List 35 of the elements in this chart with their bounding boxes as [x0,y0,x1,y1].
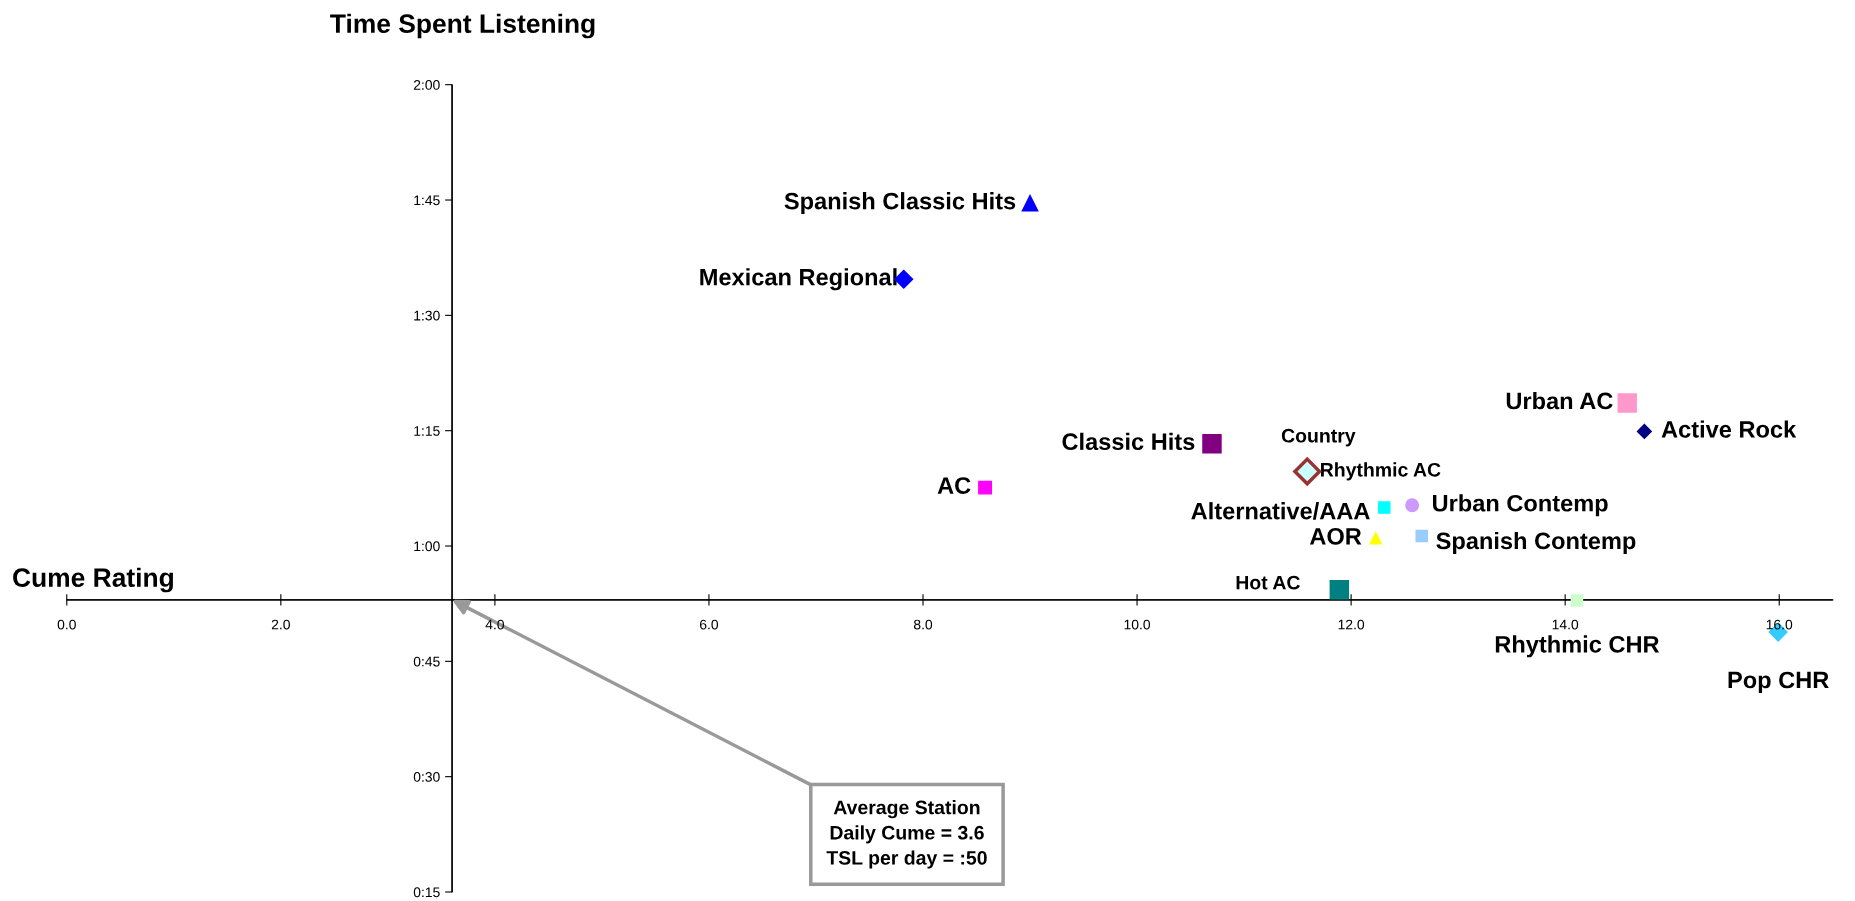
x-tick-label: 2.0 [271,619,290,630]
series-label: Mexican Regional [700,268,897,291]
series-label: Active Rock [1661,420,1797,438]
series-label: Urban AC [1506,391,1613,410]
series-label: AOR [1309,527,1362,545]
y-tick-label: 0:30 [413,772,440,782]
series-label: Urban Contemp [1432,494,1608,517]
x-tick-label: 4.0 [485,619,504,630]
annotation: Average Station Daily Cume = 3.6 TSL per day = :50 [826,800,987,869]
x-tick-label: 6.0 [700,619,719,630]
y-tick-label: 0:15 [413,887,440,898]
x-tick-label: 10.0 [1124,619,1151,630]
series-label: Alternative/AAA [1191,502,1370,520]
y-axis-title: Time Spent Listening [330,13,595,39]
series-label: Country [1281,428,1356,447]
y-tick-label: 0:45 [413,656,440,667]
series-label: Spanish Classic Hits [784,192,1016,215]
x-tick-label: 0.0 [57,619,76,630]
series-label: Spanish Contemp [1436,531,1636,554]
y-tick-label: 1:00 [414,541,440,552]
x-tick-label: 16.0 [1766,619,1793,630]
series-label: Pop CHR [1728,671,1829,694]
series-label: Classic Hits [1062,432,1195,451]
series-label: Rhythmic CHR [1495,635,1660,658]
y-tick-label: 1:30 [414,310,440,321]
x-tick-label: 8.0 [913,619,933,630]
x-axis-title: Cume Rating [13,567,173,593]
x-tick-label: 14.0 [1552,619,1579,630]
y-tick-label: 1:45 [414,195,440,206]
series-label: Rhythmic AC [1321,462,1441,481]
y-tick-label: 1:15 [414,426,440,436]
y-tick-label: 2:00 [413,80,440,90]
series-label: Hot AC [1236,575,1300,590]
x-tick-label: 12.0 [1338,619,1365,630]
series-label: AC [937,477,971,494]
